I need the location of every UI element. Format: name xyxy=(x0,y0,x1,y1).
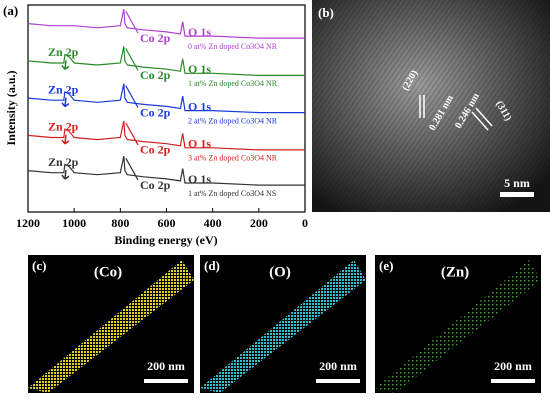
plot: 1200 1000 800 600 400 200 0 1 at% Zn doped Co3O… xyxy=(16,8,308,230)
peak-label: Co 2p xyxy=(140,68,171,82)
peak-label: Co 2p xyxy=(140,105,171,119)
spectrum-line xyxy=(27,155,305,186)
scale-bar xyxy=(144,379,188,383)
peak-arrow xyxy=(125,85,139,108)
eds-maps: (c) (Co) 200 nm (d) (O) 200 nm (e) (Zn) 200 nm xyxy=(28,255,541,393)
x-tick-label: 0 xyxy=(302,216,308,230)
peak-arrow xyxy=(125,10,139,34)
peak-arrow xyxy=(125,157,139,181)
map-signal xyxy=(28,260,194,393)
scale-bar xyxy=(316,379,360,383)
scale-bar-label: 200 nm xyxy=(494,359,532,373)
peak-arrow xyxy=(61,170,70,180)
peak-label: O 1s xyxy=(188,62,211,76)
element-label: (Zn) xyxy=(441,264,469,280)
scale-bar-label: 200 nm xyxy=(147,359,185,373)
x-axis-title: Binding energy (eV) xyxy=(114,233,217,247)
peak-label: Co 2p xyxy=(140,31,171,45)
peak-arrow xyxy=(61,134,70,145)
map-signal xyxy=(200,260,366,393)
scale-bar-label: 5 nm xyxy=(504,176,530,190)
peak-label: Zn 2p xyxy=(48,82,79,96)
peak-arrow xyxy=(125,48,139,71)
spectrum-line xyxy=(27,83,305,114)
scale-bar xyxy=(491,379,535,383)
peak-arrow xyxy=(125,122,139,146)
peak-label: O 1s xyxy=(188,137,211,151)
peak-label: Zn 2p xyxy=(48,155,79,169)
peak-label: O 1s xyxy=(188,99,211,113)
x-tick-label: 200 xyxy=(250,216,268,230)
x-tick-label: 800 xyxy=(111,216,129,230)
map-signal xyxy=(375,260,541,393)
spectrum-line xyxy=(27,120,305,151)
series-label: 0 at% Zn doped Co3O4 NR xyxy=(188,42,278,51)
series-label: 3 at% Zn doped Co3O4 NR xyxy=(188,154,278,163)
scale-bar-label: 200 nm xyxy=(319,359,357,373)
series-label: 1 at% Zn doped Co3O4 NR xyxy=(188,79,278,88)
peak-label: O 1s xyxy=(188,172,211,186)
spectrum-line xyxy=(27,8,305,39)
series-label: 2 at% Zn doped Co3O4 NR xyxy=(188,116,278,125)
element-label: (Co) xyxy=(94,264,122,280)
peak-label: Co 2p xyxy=(140,178,171,192)
panel-label: (e) xyxy=(379,258,393,273)
hrtem-image xyxy=(312,0,550,212)
peak-label: Co 2p xyxy=(140,143,171,157)
panel-label: (b) xyxy=(318,5,334,20)
x-tick-label: 1000 xyxy=(62,216,86,230)
peak-label: Zn 2p xyxy=(48,120,79,134)
x-tick-label: 600 xyxy=(158,216,176,230)
element-label: (O) xyxy=(269,264,291,280)
panel-label: (d) xyxy=(204,258,220,273)
x-tick-label: 1200 xyxy=(16,216,40,230)
spectrum-line xyxy=(27,46,305,76)
panel-label: (a) xyxy=(3,3,18,18)
peak-label: O 1s xyxy=(188,25,211,39)
y-axis-title: Intensity (a.u.) xyxy=(4,70,18,145)
panel-label: (c) xyxy=(32,258,46,273)
peak-arrow xyxy=(61,97,70,108)
peak-arrow xyxy=(61,60,70,70)
peak-label: Zn 2p xyxy=(48,45,79,59)
series-label: 1 at% Zn doped Co3O4 NS xyxy=(188,189,276,198)
x-tick-label: 400 xyxy=(204,216,222,230)
